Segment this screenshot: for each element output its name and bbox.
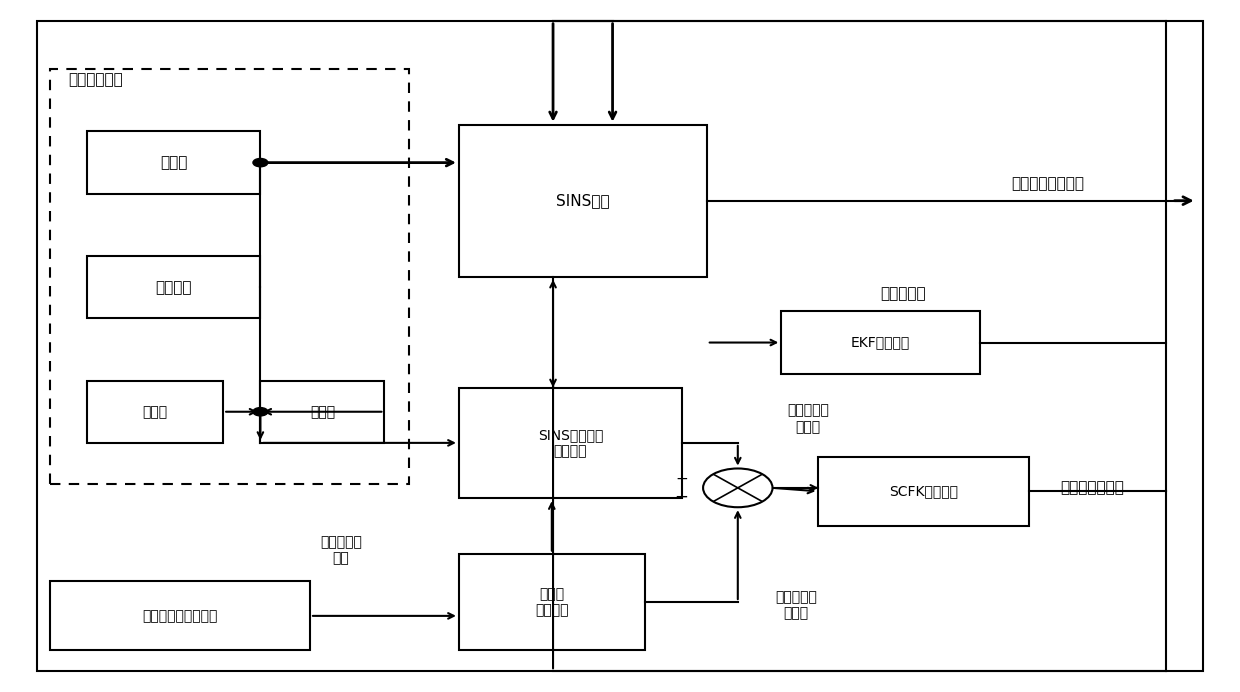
- Text: 速度、位置误差: 速度、位置误差: [1060, 480, 1125, 495]
- Bar: [459, 388, 682, 498]
- Circle shape: [253, 408, 268, 416]
- Text: SINS解算: SINS解算: [556, 193, 610, 208]
- Bar: [459, 125, 707, 277]
- Text: 测量伪距、
伪距率: 测量伪距、 伪距率: [775, 590, 817, 621]
- Bar: [781, 311, 980, 374]
- Bar: [50, 69, 409, 484]
- Text: 四面体
选星算法: 四面体 选星算法: [534, 587, 569, 617]
- Text: SCFK滤波算法: SCFK滤波算法: [889, 484, 959, 498]
- Bar: [818, 457, 1029, 526]
- Text: 磁力计: 磁力计: [143, 405, 167, 419]
- Text: 推算伪距、
伪距率: 推算伪距、 伪距率: [787, 403, 830, 434]
- Text: −: −: [675, 488, 688, 506]
- Text: 姿态四元数: 姿态四元数: [880, 286, 926, 302]
- Circle shape: [253, 158, 268, 167]
- Text: +: +: [676, 472, 688, 486]
- Text: 北斗卫星导航接收机: 北斗卫星导航接收机: [143, 609, 217, 623]
- Text: 卫星位置、
速度: 卫星位置、 速度: [320, 535, 362, 565]
- Bar: [260, 381, 384, 443]
- Text: 航向角: 航向角: [310, 405, 335, 419]
- Text: SINS伪距、伪
距率计算: SINS伪距、伪 距率计算: [538, 428, 603, 458]
- Text: 加速度计: 加速度计: [155, 280, 192, 295]
- Bar: [87, 256, 260, 318]
- Bar: [87, 381, 223, 443]
- Bar: [87, 131, 260, 194]
- Bar: [459, 554, 645, 650]
- Text: 姿态、速度、位置: 姿态、速度、位置: [1012, 176, 1084, 191]
- Text: EKF滤波算法: EKF滤波算法: [851, 336, 910, 349]
- Bar: [50, 581, 310, 650]
- Text: 陀螺仪: 陀螺仪: [160, 155, 187, 170]
- Text: 惯性测量单元: 惯性测量单元: [68, 72, 123, 87]
